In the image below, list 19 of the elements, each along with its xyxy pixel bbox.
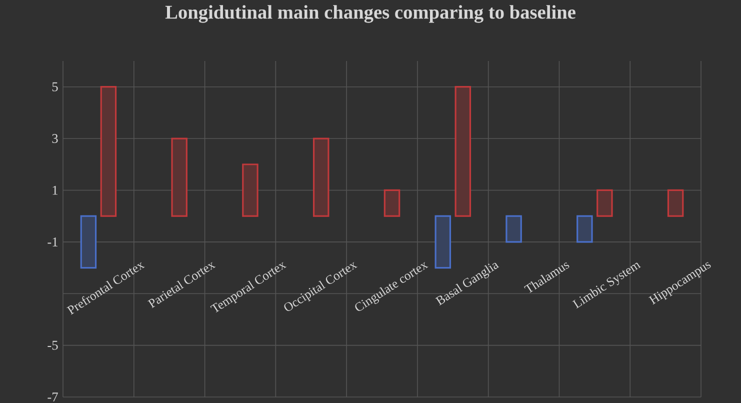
bar [80, 215, 97, 269]
bar [434, 215, 452, 269]
bar [667, 189, 684, 217]
chart-title: Longidutinal main changes comparing to baseline [165, 5, 576, 23]
y-tick-label: 3 [52, 134, 58, 144]
bar [100, 86, 117, 217]
bar [171, 138, 188, 217]
bar [384, 189, 400, 217]
bar [312, 138, 330, 217]
bar [242, 164, 258, 217]
bar [454, 86, 472, 217]
y-tick-label: 1 [52, 186, 58, 195]
y-tick-label: -1 [48, 238, 58, 246]
y-tick-label: -7 [48, 392, 58, 402]
bar [596, 189, 613, 217]
y-tick-label: 5 [52, 82, 58, 92]
y-tick-label: -5 [48, 340, 58, 350]
bar [506, 215, 522, 243]
bar [576, 215, 593, 243]
